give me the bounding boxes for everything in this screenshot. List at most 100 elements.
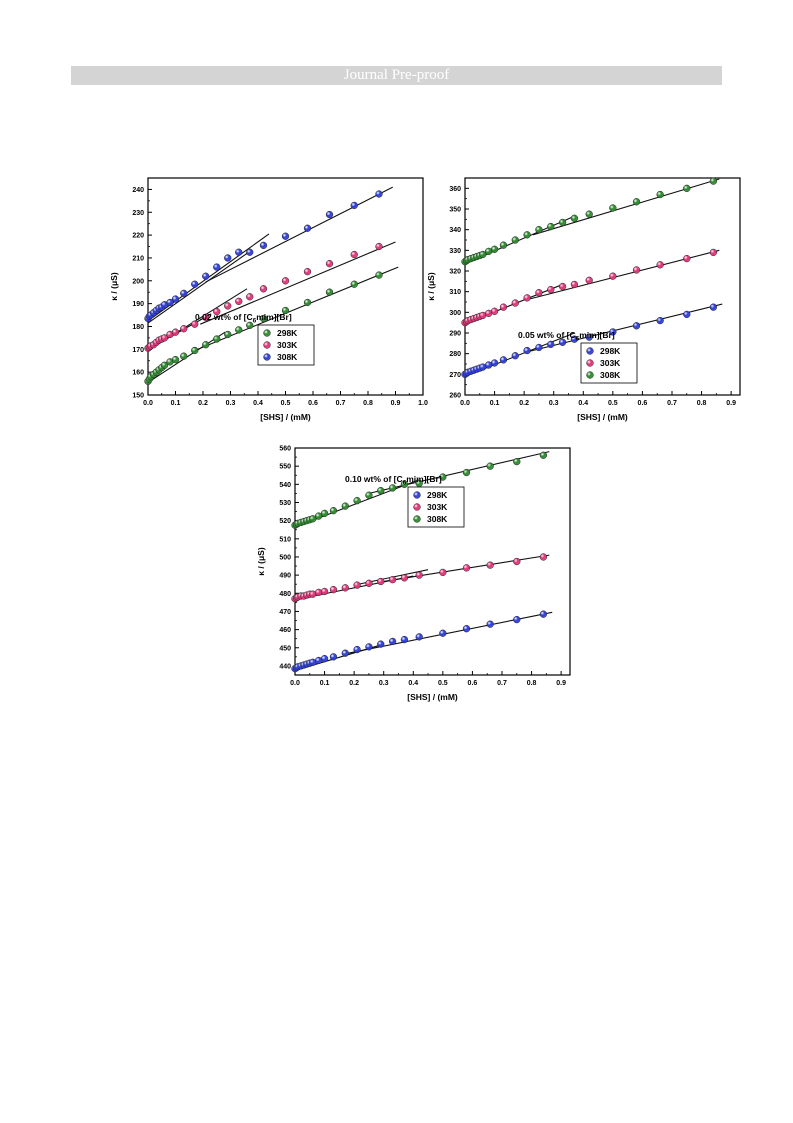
data-point-303K (320, 587, 329, 596)
legend: 0.02 wt% of [C6mim][Br] 298K 303K 308K (195, 312, 315, 366)
fit-line (532, 178, 720, 236)
data-point-308K (400, 480, 409, 488)
data-point-308K (315, 512, 323, 520)
data-point-298K (490, 359, 499, 367)
x-tick-label: 0.0 (460, 400, 470, 407)
legend-marker-298K (586, 347, 594, 355)
data-point-303K (539, 553, 548, 561)
y-tick-label: 310 (449, 289, 461, 296)
data-point-298K (224, 330, 232, 339)
data-point-303K (246, 293, 254, 301)
data-point-308K (191, 280, 199, 288)
data-point-308K (365, 491, 373, 499)
data-point-298K (320, 655, 329, 663)
data-point-298K (325, 288, 334, 296)
legend-marker-303K (586, 359, 594, 367)
x-tick-label: 0.2 (349, 680, 359, 687)
y-tick-label: 520 (279, 518, 291, 525)
data-point-308K (490, 245, 499, 253)
x-tick-label: 0.4 (408, 680, 418, 687)
data-point-303K (513, 557, 521, 566)
y-tick-label: 340 (449, 227, 461, 234)
data-point-298K (341, 649, 349, 657)
y-tick-label: 450 (279, 645, 291, 652)
journal-banner: Journal Pre-proof (71, 66, 722, 85)
legend-marker-303K (263, 341, 271, 349)
data-point-303K (224, 302, 232, 310)
data-point-298K (375, 271, 383, 279)
data-point-303K (585, 276, 593, 284)
data-point-298K (353, 645, 361, 654)
x-tick-label: 0.0 (143, 400, 153, 407)
data-point-308K (558, 218, 567, 227)
x-tick-label: 0.7 (497, 680, 507, 687)
fit-line (147, 252, 248, 324)
legend-label-308K: 308K (600, 370, 621, 380)
chart-0p02wt: 0.0 0.1 0.2 0.3 0.4 0.5 0.6 0.7 0.8 0.9 1.0 150 160 1… (109, 177, 428, 422)
data-point-308K (462, 468, 471, 477)
fit-line (205, 186, 393, 283)
data-point-298K (329, 653, 338, 661)
y-tick-label: 550 (279, 464, 291, 471)
data-point-308K (511, 236, 519, 244)
legend: 0.05 wt% of [C6mim][Br] 298K 303K 308K (518, 330, 638, 384)
legend-marker-308K (413, 515, 421, 523)
data-point-303K (235, 297, 243, 305)
data-point-308K (341, 502, 349, 510)
data-point-298K (160, 361, 169, 369)
y-tick-label: 150 (132, 393, 144, 400)
data-point-308K (303, 224, 312, 232)
data-point-303K (462, 564, 471, 572)
data-point-308K (388, 484, 397, 492)
legend-marker-308K (263, 353, 271, 361)
y-tick-label: 510 (279, 536, 291, 543)
legend-title: 0.02 wt% of [C6mim][Br] (195, 312, 292, 325)
x-tick-label: 0.5 (281, 400, 291, 407)
y-tick-label: 290 (449, 331, 461, 338)
y-tick-label: 480 (279, 591, 291, 598)
data-point-308K (656, 190, 664, 199)
data-point-303K (570, 280, 579, 289)
data-point-298K (415, 633, 423, 641)
y-tick-label: 540 (279, 482, 291, 489)
y-tick-label: 330 (449, 248, 461, 255)
plot-frame (464, 177, 741, 396)
fit-line (368, 451, 550, 494)
data-point-298K (558, 338, 567, 346)
data-point-303K (325, 260, 334, 268)
data-point-298K (246, 321, 254, 329)
x-tick-label: 0.5 (608, 400, 618, 407)
data-point-303K (365, 579, 373, 587)
legend-label-303K: 303K (277, 340, 298, 350)
data-point-303K (523, 294, 531, 302)
data-point-303K (213, 307, 221, 316)
data-point-303K (656, 261, 664, 269)
legend-label-303K: 303K (600, 358, 621, 368)
data-point-298K (180, 352, 188, 360)
x-axis-title: [SHS] / (mM) (260, 412, 311, 422)
data-point-308K (213, 263, 221, 271)
data-point-308K (166, 298, 174, 307)
data-point-303K (377, 577, 385, 586)
y-tick-label: 490 (279, 573, 291, 580)
data-point-308K (375, 190, 383, 198)
data-point-303K (202, 313, 210, 321)
x-tick-label: 0.9 (726, 400, 736, 407)
data-point-303K (558, 282, 567, 291)
y-tick-label: 160 (132, 370, 144, 377)
x-tick-label: 0.1 (490, 400, 500, 407)
x-tick-label: 1.0 (418, 400, 428, 407)
data-point-303K (388, 576, 397, 584)
data-point-308K (486, 462, 494, 470)
data-point-298K (191, 346, 199, 355)
y-tick-label: 470 (279, 609, 291, 616)
data-point-308K (224, 254, 232, 262)
data-point-308K (281, 232, 290, 240)
data-point-308K (570, 214, 579, 222)
chart-0p05wt: 0.0 0.1 0.2 0.3 0.4 0.5 0.6 0.7 0.8 0.9 260 270 280 2… (426, 177, 741, 422)
legend-label-298K: 298K (600, 346, 621, 356)
y-tick-label: 280 (449, 351, 461, 358)
data-point-303K (191, 320, 199, 328)
x-tick-label: 0.5 (438, 680, 448, 687)
data-point-298K (523, 346, 531, 355)
